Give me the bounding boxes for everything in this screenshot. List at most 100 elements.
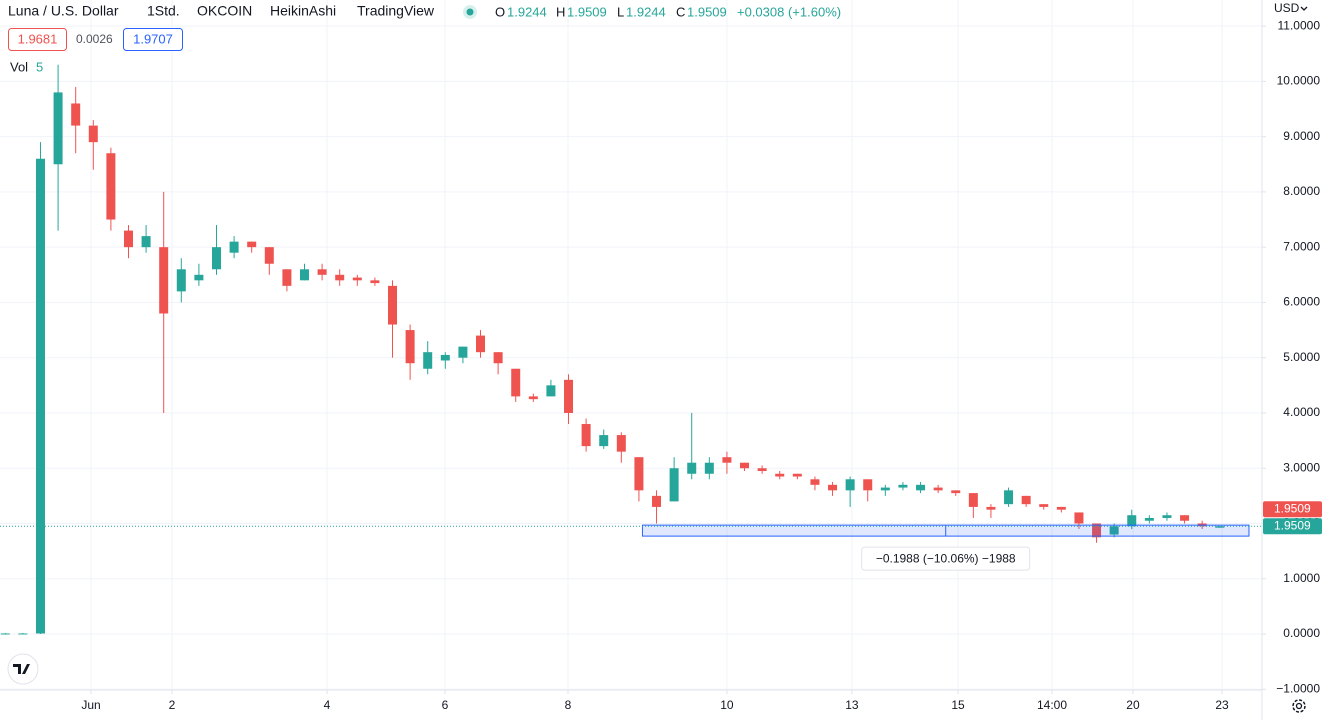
y-tick-label: 5.0000: [1283, 350, 1320, 364]
y-tick-label: 11.0000: [1278, 18, 1321, 32]
price-label: 1.9509: [1274, 518, 1311, 532]
volume-label: Vol: [10, 59, 28, 74]
source: TradingView: [357, 3, 435, 19]
spread: 0.0026: [76, 32, 113, 46]
sell-box[interactable]: [8, 28, 67, 51]
candle-body: [1021, 495, 1031, 505]
candle-body: [810, 479, 820, 485]
candle-body: [616, 435, 626, 452]
candle-body: [986, 506, 996, 510]
candle-body: [1127, 515, 1137, 527]
gear-outer[interactable]: [1292, 699, 1306, 713]
x-tick-label: 15: [951, 698, 965, 712]
candle-body: [106, 153, 116, 220]
y-tick-label: 1.0000: [1283, 571, 1320, 585]
candle-body: [564, 379, 574, 413]
exchange: OKCOIN: [197, 3, 252, 19]
x-tick-label: Jun: [81, 698, 100, 712]
candle-body: [722, 457, 732, 463]
candle-body: [1109, 526, 1119, 535]
candle-body: [1162, 515, 1172, 518]
candle-body: [194, 274, 204, 281]
buy-price[interactable]: 1.9707: [133, 31, 173, 46]
candle-body: [423, 352, 433, 369]
y-tick-label: 10.0000: [1277, 74, 1321, 88]
x-tick-label: 20: [1126, 698, 1140, 712]
candle-body: [1144, 517, 1154, 521]
y-tick-label: 6.0000: [1283, 295, 1320, 309]
candle-body: [229, 241, 239, 253]
sell-price[interactable]: 1.9681: [18, 31, 58, 46]
x-tick-label: 2: [169, 698, 176, 712]
currency-chevron[interactable]: [1300, 6, 1308, 11]
candle-body: [0, 633, 10, 635]
measure-label-box: [861, 546, 1031, 571]
price-label-box: [1263, 501, 1322, 518]
candle-body: [1004, 490, 1014, 505]
symbol-title[interactable]: Luna / U.S. Dollar: [8, 3, 119, 19]
y-tick-label: 9.0000: [1283, 129, 1320, 143]
ohlc-value: 1.9509: [687, 4, 727, 19]
x-tick-label: 4: [324, 698, 331, 712]
candle-body: [388, 285, 398, 325]
settings-gear[interactable]: [1292, 699, 1306, 713]
candle-body: [1180, 515, 1190, 521]
candle-body: [546, 385, 556, 397]
candle-body: [299, 269, 309, 281]
ohlc-value: 1.9509: [567, 4, 607, 19]
measure-label: −0.1988 (−10.06%) −1988: [876, 551, 1016, 565]
candle-body: [1056, 506, 1066, 510]
y-tick-label: 3.0000: [1283, 460, 1320, 474]
candle-body: [159, 247, 169, 314]
candle-body: [775, 473, 785, 477]
candle-body: [141, 236, 151, 248]
candle-body: [352, 277, 362, 281]
ohlc-value: 1.9244: [507, 4, 547, 19]
x-tick-label: 23: [1215, 698, 1229, 712]
interval[interactable]: 1Std.: [147, 3, 180, 19]
candle-body: [511, 368, 521, 397]
buy-box[interactable]: [123, 28, 183, 51]
candle-body: [528, 396, 538, 400]
x-tick-label: 13: [845, 698, 859, 712]
candle-body: [951, 490, 961, 494]
ohlc-label: H: [556, 4, 565, 19]
price-label-box: [1263, 518, 1322, 535]
candle-body: [264, 247, 274, 264]
candle-body: [933, 487, 943, 491]
candle-body: [18, 633, 28, 635]
candle-body: [1092, 523, 1102, 538]
candle-body: [1215, 526, 1225, 528]
y-tick-label: 7.0000: [1283, 239, 1320, 253]
candle-body: [669, 468, 679, 502]
candle-body: [634, 457, 644, 491]
candle-body: [35, 158, 45, 634]
logo-badge[interactable]: [7, 653, 39, 685]
y-tick-label: −1.0000: [1276, 681, 1320, 695]
currency[interactable]: USD: [1274, 1, 1300, 15]
ohlc-label: L: [617, 4, 624, 19]
volume-value: 5: [36, 59, 43, 74]
ohlc-change: +0.0308 (+1.60%): [737, 4, 841, 19]
candle-body: [1074, 512, 1084, 524]
candle-body: [247, 241, 257, 248]
x-tick-label: 14:00: [1037, 698, 1067, 712]
candle-body: [493, 352, 503, 364]
gear-inner[interactable]: [1295, 702, 1303, 710]
candle-body: [53, 92, 63, 165]
x-tick-label: 10: [720, 698, 734, 712]
ohlc-label: C: [676, 4, 685, 19]
candle-body: [652, 495, 662, 507]
y-tick-label: 8.0000: [1283, 184, 1320, 198]
candle-body: [282, 269, 292, 286]
candle-body: [123, 230, 133, 248]
candle-body: [687, 462, 697, 474]
candle-body: [828, 484, 838, 491]
candle-body: [1039, 504, 1049, 507]
candle-body: [440, 354, 450, 361]
ohlc-value: 1.9244: [626, 4, 666, 19]
candle-body: [476, 335, 486, 353]
logo-mark[interactable]: [13, 664, 30, 674]
candle-body: [792, 473, 802, 477]
